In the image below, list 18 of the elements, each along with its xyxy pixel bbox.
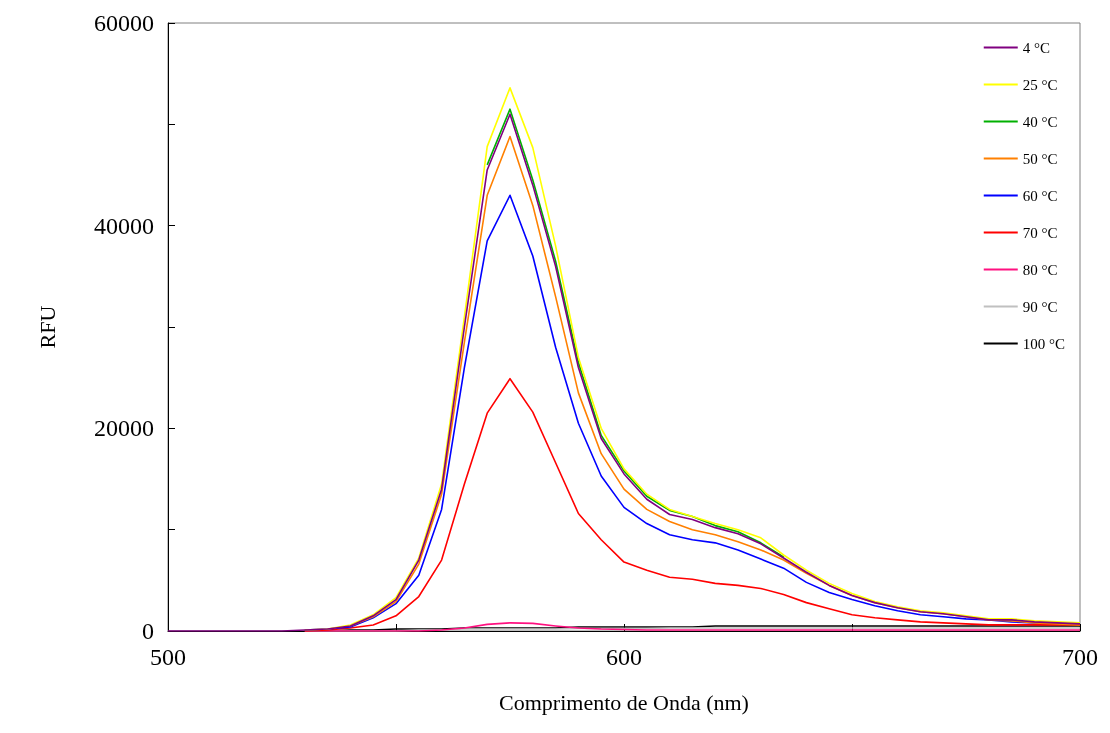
x-tick-label: 500 <box>150 644 186 670</box>
y-tick-label: 40000 <box>94 212 154 239</box>
y-tick-label: 60000 <box>94 10 154 36</box>
x-tick-label: 600 <box>606 644 642 670</box>
x-tick-label: 700 <box>1062 644 1098 670</box>
y-tick-label: 0 <box>142 618 154 644</box>
legend-label: 90 °C <box>1022 298 1058 315</box>
legend-label: 60 °C <box>1022 187 1058 204</box>
legend-label: 80 °C <box>1022 261 1058 278</box>
legend-label: 50 °C <box>1022 150 1058 167</box>
legend-label: 40 °C <box>1022 113 1058 130</box>
legend-label: 25 °C <box>1022 76 1058 93</box>
x-axis-title: Comprimento de Onda (nm) <box>499 689 749 715</box>
legend-label: 100 °C <box>1022 335 1066 352</box>
y-axis-title: RFU <box>34 305 60 349</box>
legend-label: 70 °C <box>1022 224 1058 241</box>
y-tick-label: 20000 <box>94 415 154 442</box>
legend-label: 4 °C <box>1022 39 1051 56</box>
